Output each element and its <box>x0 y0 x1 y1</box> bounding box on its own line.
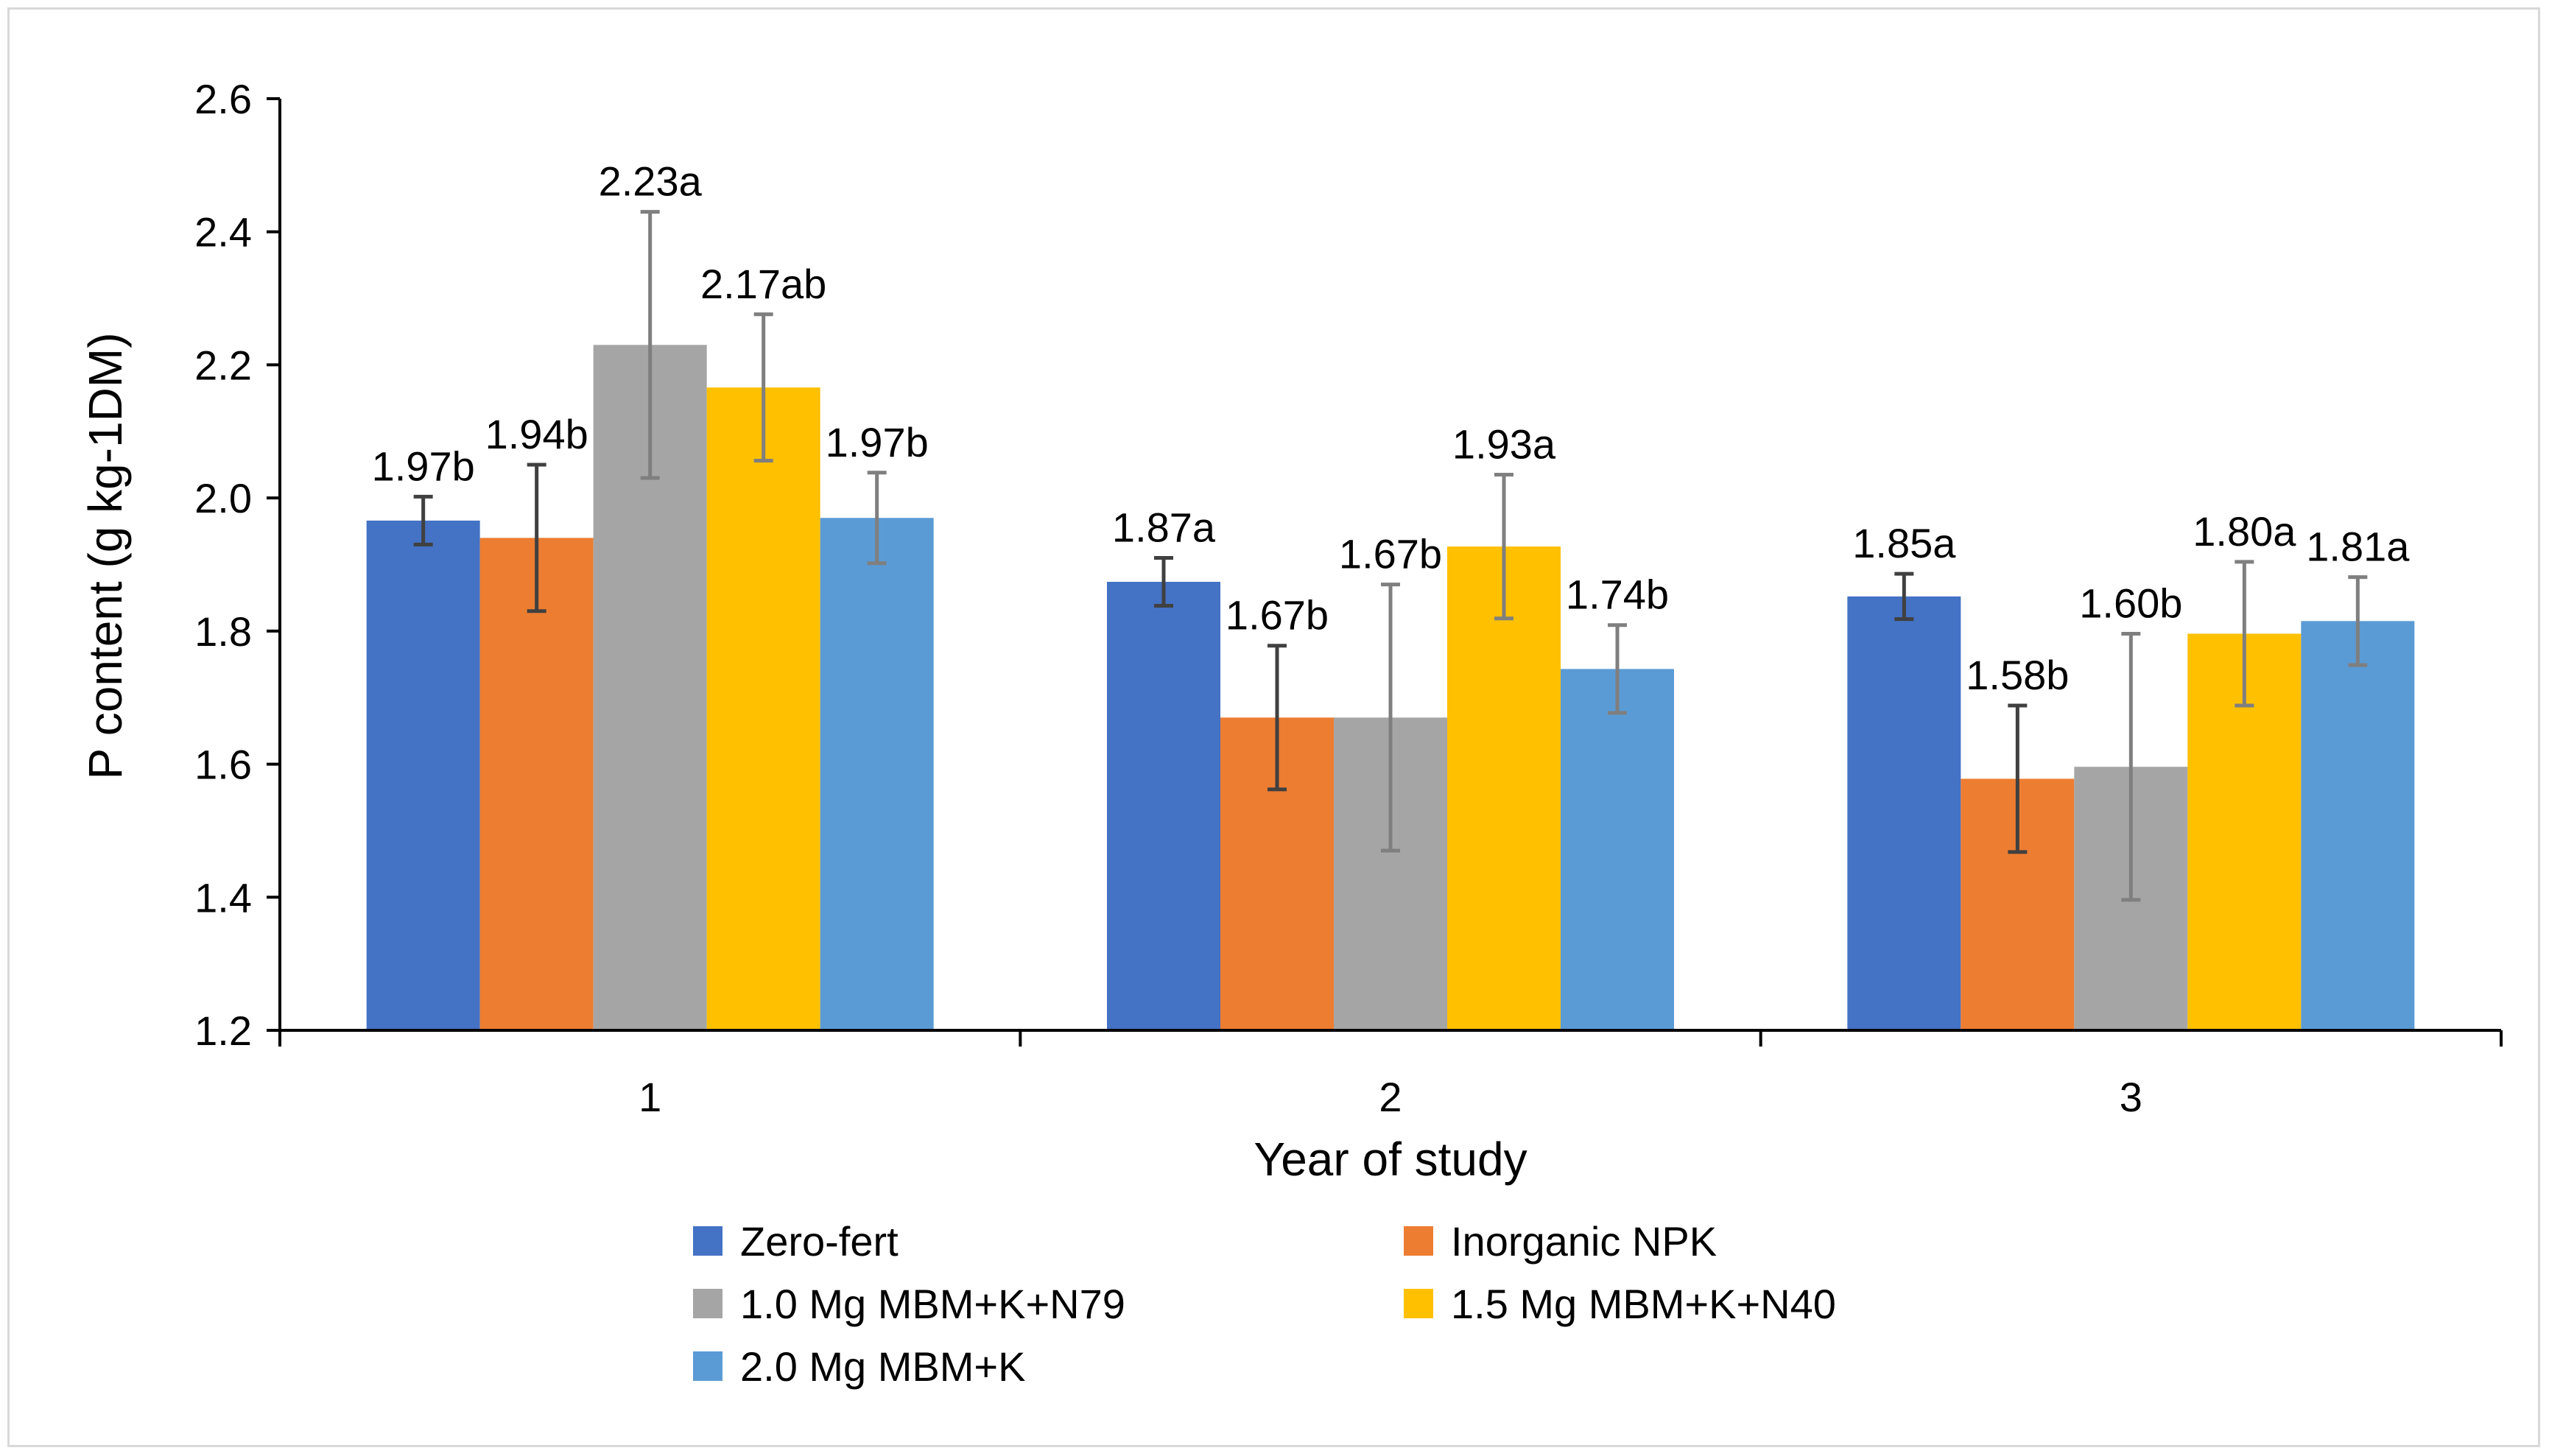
y-tick-label: 2.0 <box>194 475 252 521</box>
data-label: 1.80a <box>2193 508 2296 555</box>
bars-layer <box>366 345 2415 1031</box>
data-label: 1.60b <box>2079 580 2182 626</box>
x-tick-label: 2 <box>1379 1074 1402 1120</box>
data-label: 1.97b <box>372 443 475 489</box>
bar <box>706 387 820 1030</box>
x-tick-label: 3 <box>2120 1074 2142 1120</box>
legend-label: 1.0 Mg MBM+K+N79 <box>740 1281 1125 1327</box>
legend-swatch <box>693 1289 722 1318</box>
error-bars-layer <box>413 210 2368 902</box>
legend-swatch <box>1404 1226 1433 1256</box>
y-tick-label: 1.2 <box>194 1007 252 1054</box>
legend-label: 1.5 Mg MBM+K+N40 <box>1451 1281 1836 1327</box>
bar <box>1561 669 1674 1030</box>
data-label: 1.87a <box>1112 504 1216 550</box>
legend-swatch <box>693 1351 722 1381</box>
legend-item: 1.0 Mg MBM+K+N79 <box>693 1281 1125 1327</box>
data-label: 1.94b <box>485 411 588 457</box>
chart-frame: 1.2 1.4 1.6 1.8 2.0 2.2 2.4 2.6 1 2 3 1.97b 1.87a 1.… <box>7 7 2540 1447</box>
legend-swatch <box>1404 1289 1433 1318</box>
bar <box>1447 546 1561 1030</box>
legend-item: 2.0 Mg MBM+K <box>693 1343 1025 1390</box>
y-tick-label: 1.6 <box>194 742 252 788</box>
data-label: 1.81a <box>2306 524 2410 570</box>
bar <box>1107 581 1220 1030</box>
y-tick-label: 1.8 <box>194 608 252 655</box>
x-axis-title: Year of study <box>1254 1133 1527 1186</box>
data-label: 1.97b <box>826 419 929 465</box>
bar <box>820 518 934 1030</box>
bar <box>1847 596 1961 1030</box>
legend-label: Inorganic NPK <box>1451 1218 1717 1265</box>
y-tick-label: 2.4 <box>194 209 252 256</box>
legend-swatch <box>693 1226 722 1256</box>
data-label: 2.17ab <box>700 261 826 307</box>
data-labels-layer: 1.97b 1.87a 1.85a 1.94b 1.67b 1.58b 2.23a 1.67b… <box>372 158 2411 698</box>
legend-label: Zero-fert <box>740 1218 899 1265</box>
legend-item: Inorganic NPK <box>1404 1218 1717 1265</box>
legend-item: 1.5 Mg MBM+K+N40 <box>1404 1281 1836 1327</box>
data-label: 1.58b <box>1966 652 2069 698</box>
data-label: 1.67b <box>1226 592 1329 639</box>
data-label: 1.85a <box>1852 520 1956 566</box>
legend-label: 2.0 Mg MBM+K <box>740 1343 1025 1390</box>
bar <box>2301 621 2415 1030</box>
x-tick-label: 1 <box>639 1074 661 1120</box>
bar <box>479 538 594 1030</box>
axes-layer: 1.2 1.4 1.6 1.8 2.0 2.2 2.4 2.6 1 2 3 <box>194 76 2503 1120</box>
y-axis-title: P content (g kg-1DM) <box>79 332 132 779</box>
data-label: 2.23a <box>599 158 703 205</box>
legend: Zero-fert Inorganic NPK 1.0 Mg MBM+K+N79 1.… <box>693 1218 1836 1390</box>
data-label: 1.74b <box>1566 572 1669 618</box>
data-label: 1.67b <box>1339 531 1442 577</box>
y-tick-label: 2.6 <box>194 76 252 122</box>
y-tick-label: 1.4 <box>194 874 252 921</box>
legend-item: Zero-fert <box>693 1218 899 1265</box>
y-tick-label: 2.2 <box>194 342 252 388</box>
data-label: 1.93a <box>1452 421 1556 468</box>
bar <box>366 520 480 1030</box>
